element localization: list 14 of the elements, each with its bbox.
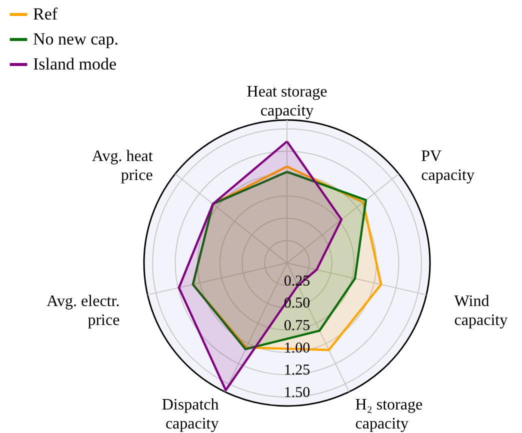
legend-label: No new cap. <box>33 30 118 48</box>
spoke-label: H₂ storage capacity <box>355 396 423 433</box>
legend-label: Island mode <box>33 54 117 74</box>
spoke-label: PV capacity <box>421 148 474 184</box>
spoke-label: Avg. electr. price <box>46 293 120 330</box>
spoke-label: Wind capacity <box>454 293 508 330</box>
y-tick-label: 1.25 <box>284 362 310 379</box>
y-tick-label: 0.50 <box>284 296 310 312</box>
y-tick-label: 1.50 <box>284 385 310 402</box>
y-tick-label: 0.75 <box>284 318 310 334</box>
spoke-label: Heat storage capacity <box>246 83 328 120</box>
spoke-label: Dispatch capacity <box>162 396 219 433</box>
legend-label: Ref <box>33 4 58 24</box>
spoke-label: Avg. heat price <box>92 148 154 184</box>
